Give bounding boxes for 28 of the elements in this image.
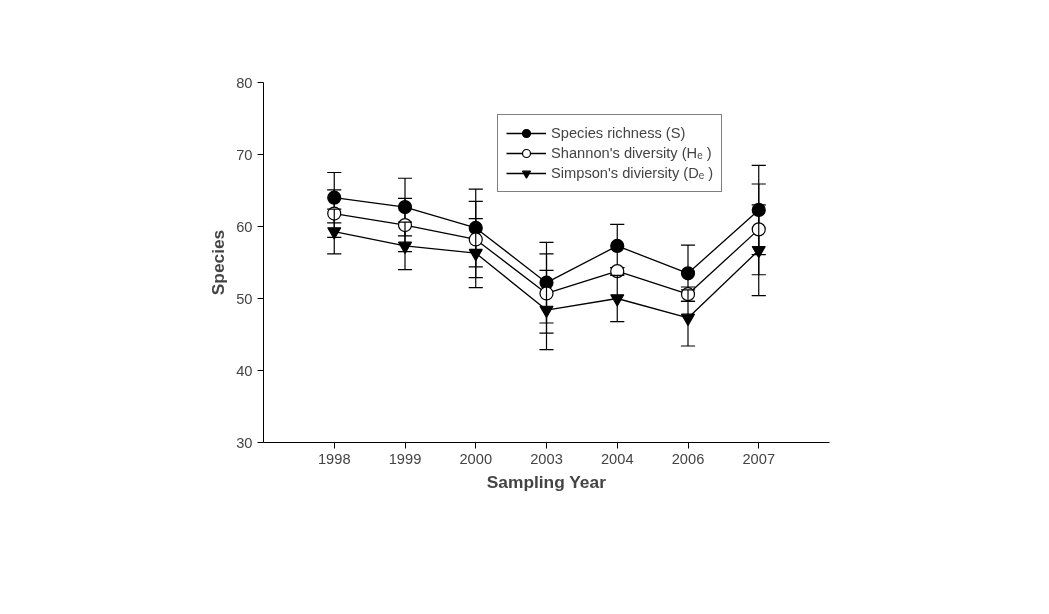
y-axis-title: Species bbox=[208, 229, 229, 296]
point bbox=[397, 241, 413, 255]
y-tick-label: 60 bbox=[236, 218, 253, 235]
x-tick-label: 2007 bbox=[742, 450, 776, 467]
point bbox=[751, 245, 766, 259]
point bbox=[610, 294, 625, 307]
y-tick-label: 40 bbox=[236, 362, 253, 379]
point bbox=[751, 222, 766, 237]
point bbox=[327, 227, 342, 240]
y-tick-label: 80 bbox=[236, 74, 253, 91]
x-axis-title: Sampling Year bbox=[486, 471, 607, 492]
point bbox=[680, 313, 696, 327]
y-tick-label: 50 bbox=[236, 290, 253, 307]
legend-label: Shannon's diversity (Hₑ ) bbox=[551, 145, 712, 161]
y-tick-label: 70 bbox=[236, 146, 253, 163]
legend-label: Simpson's diviersity (Dₑ ) bbox=[551, 165, 714, 181]
point bbox=[539, 305, 554, 319]
legend-label: Species richness (S) bbox=[551, 125, 686, 141]
x-tick-label: 2006 bbox=[671, 450, 705, 467]
x-tick-label: 2000 bbox=[459, 450, 493, 467]
point bbox=[468, 248, 483, 262]
x-tick-label: 1999 bbox=[388, 450, 422, 467]
point bbox=[680, 266, 696, 281]
x-tick-label: 1998 bbox=[317, 450, 351, 467]
x-tick-label: 2003 bbox=[530, 450, 563, 467]
y-tick-label: 30 bbox=[236, 434, 253, 451]
x-tick-label: 2004 bbox=[600, 450, 634, 467]
point bbox=[327, 190, 342, 205]
